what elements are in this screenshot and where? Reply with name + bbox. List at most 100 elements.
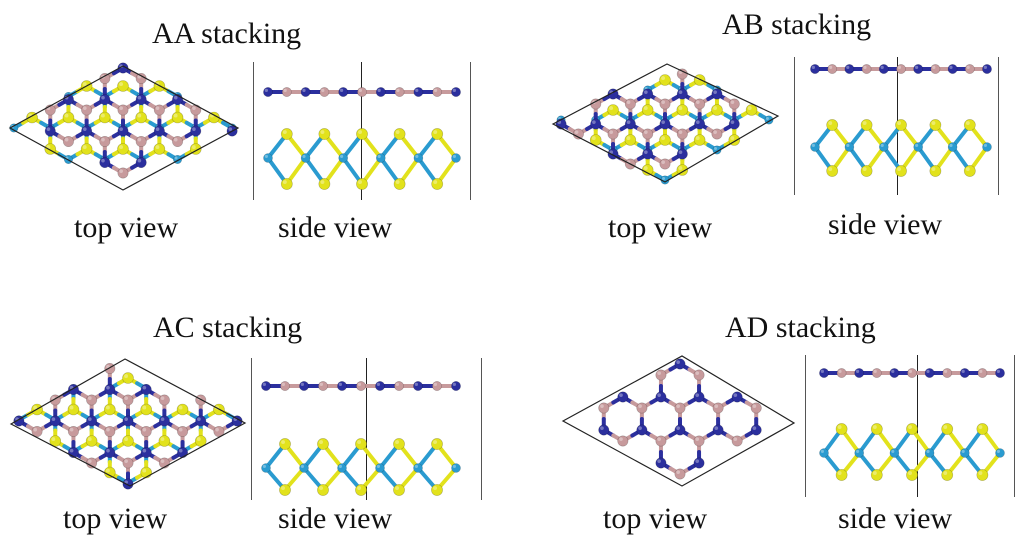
side-view-caption: side view [278, 211, 393, 244]
sulfur-atom-highlight [747, 106, 752, 110]
nitrogen-atom [642, 148, 654, 160]
sulfur-atom [835, 423, 848, 435]
boron-atom-highlight [69, 427, 74, 432]
nitrogen-atom [451, 87, 461, 97]
boron-atom [642, 128, 654, 140]
top-view-caption: top view [608, 211, 713, 244]
boron-atom [280, 381, 290, 391]
metal-atom-highlight [377, 154, 381, 158]
nitrogen-atom-highlight [106, 385, 110, 390]
sulfur-atom-highlight [178, 405, 183, 410]
sulfur-atom-highlight [872, 425, 877, 429]
metal-atom-highlight [961, 449, 965, 453]
nitrogen-atom [731, 391, 743, 403]
nitrogen-atom-highlight [619, 393, 623, 397]
sulfur-atom [676, 164, 689, 176]
sulfur-atom-highlight [678, 106, 683, 110]
sulfur-atom-highlight [142, 468, 147, 473]
sulfur-atom [676, 104, 689, 116]
nitrogen-atom-highlight [69, 448, 74, 453]
boron-atom-highlight [33, 427, 38, 432]
boron-atom-highlight [609, 130, 614, 134]
sulfur-atom-highlight [281, 486, 285, 490]
boron-atom [607, 128, 619, 140]
boron-atom [319, 87, 330, 97]
boron-atom [122, 457, 134, 469]
sulfur-atom [176, 403, 189, 416]
sulfur-atom-highlight [943, 425, 948, 429]
nitrogen-atom-highlight [452, 88, 456, 92]
metal-atom-highlight [452, 154, 456, 158]
nitrogen-atom [99, 157, 111, 169]
boron-atom [357, 87, 367, 97]
boron-atom-highlight [433, 382, 437, 386]
side-view-structure [810, 64, 992, 177]
nitrogen-atom [693, 457, 705, 469]
nitrogen-atom-highlight [192, 127, 196, 131]
sulfur-atom [67, 403, 80, 416]
cell-boundary [998, 57, 999, 195]
sulfur-atom [693, 134, 706, 146]
boron-atom-highlight [64, 137, 69, 142]
sulfur-atom-highlight [33, 405, 38, 410]
side-view-caption: side view [828, 208, 943, 241]
nitrogen-atom [135, 94, 147, 106]
top-view-caption: top view [603, 502, 708, 535]
sulfur-atom-highlight [320, 130, 325, 134]
sulfur-atom [122, 435, 134, 447]
sulfur-atom-highlight [282, 130, 287, 134]
sulfur-atom-highlight [643, 106, 648, 110]
boron-atom-highlight [657, 437, 661, 441]
nitrogen-atom [122, 415, 134, 427]
boron-atom-highlight [283, 88, 287, 92]
boron-atom-highlight [137, 137, 142, 142]
nitrogen-atom-highlight [600, 426, 604, 430]
top-view-structure [8, 62, 240, 191]
nitrogen-atom [659, 118, 671, 130]
sulfur-atom [356, 128, 368, 140]
boron-atom [67, 425, 79, 437]
sulfur-atom-highlight [862, 167, 867, 171]
sulfur-atom [158, 435, 171, 447]
nitrogen-atom-highlight [377, 88, 381, 92]
sulfur-atom [104, 403, 116, 416]
boron-atom-highlight [173, 137, 178, 142]
boron-atom-highlight [358, 88, 362, 92]
nitrogen-atom-highlight [592, 120, 596, 124]
sulfur-atom-highlight [105, 468, 110, 473]
boron-atom-highlight [600, 404, 604, 408]
sulfur-atom [860, 119, 873, 131]
sulfur-atom [393, 438, 405, 450]
side-view-structure [819, 368, 1005, 481]
top-view-caption: top view [63, 502, 168, 535]
nitrogen-atom [299, 381, 309, 391]
sulfur-atom [318, 128, 331, 140]
sulfur-atom-highlight [69, 405, 74, 410]
nitrogen-atom [617, 391, 629, 403]
sulfur-atom [895, 119, 907, 131]
metal-atom-highlight [414, 464, 418, 468]
boron-atom-highlight [752, 404, 757, 408]
metal-atom-highlight [926, 449, 930, 453]
sulfur-atom-highlight [282, 180, 287, 184]
boron-atom-highlight [160, 396, 165, 400]
sulfur-atom [393, 484, 405, 496]
sulfur-atom-highlight [965, 121, 970, 125]
boron-atom [836, 368, 847, 378]
sulfur-atom [431, 128, 444, 140]
nitrogen-atom [810, 64, 820, 74]
boron-atom-highlight [119, 106, 123, 110]
sulfur-atom [117, 143, 129, 155]
nitrogen-atom [947, 64, 958, 74]
nitrogen-atom [819, 368, 829, 378]
nitrogen-atom [995, 368, 1005, 378]
nitrogen-atom [140, 446, 152, 458]
boron-atom [659, 158, 671, 170]
sulfur-atom-highlight [173, 113, 178, 118]
sulfur-atom [860, 165, 873, 177]
nitrogen-atom-highlight [178, 448, 183, 453]
nitrogen-atom-highlight [137, 95, 142, 100]
boron-atom [861, 64, 872, 74]
sulfur-atom [317, 484, 329, 496]
